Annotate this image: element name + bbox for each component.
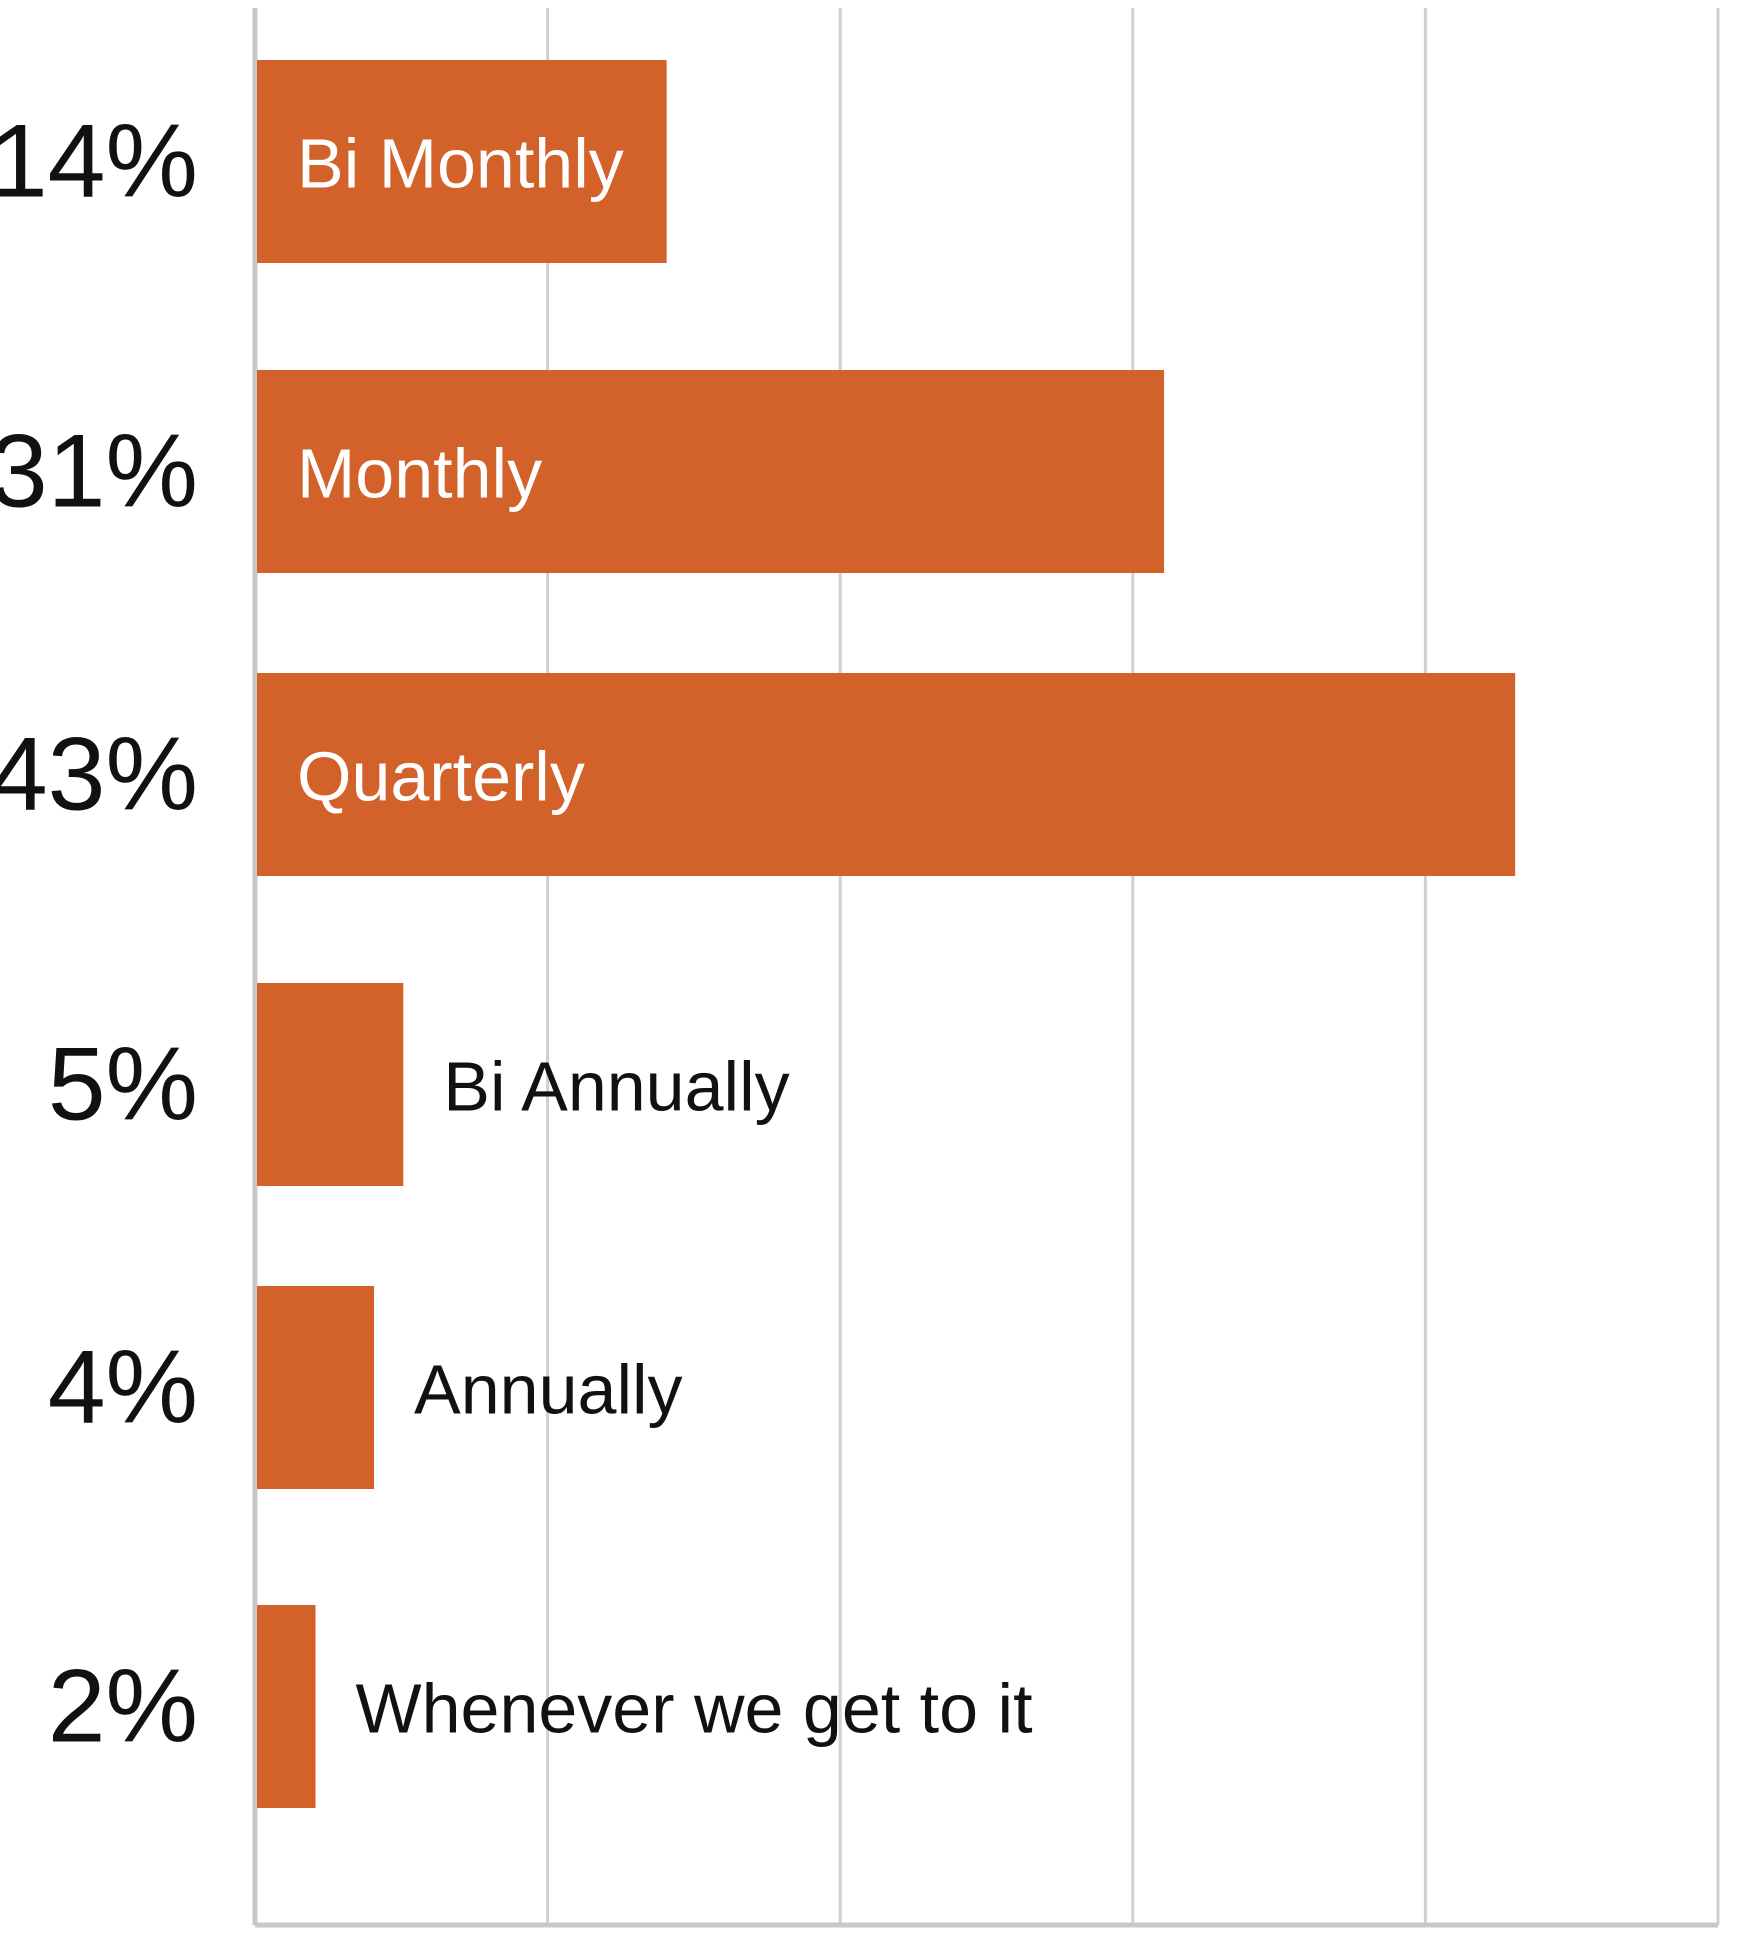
labels: 14% Bi Monthly 31% Monthly 43% Quarterly 5% Bi … — [0, 104, 1033, 1765]
bar — [257, 673, 1516, 876]
value-label: 14% — [0, 104, 198, 220]
category-label: Annually — [414, 1351, 683, 1429]
bar — [257, 1605, 316, 1808]
bars — [257, 60, 1516, 1808]
value-label: 43% — [0, 717, 198, 833]
category-label: Bi Monthly — [297, 125, 624, 203]
bar — [257, 1286, 375, 1489]
gridlines — [252, 8, 1720, 1928]
value-label: 4% — [48, 1330, 198, 1446]
bar — [257, 370, 1165, 573]
value-label: 5% — [48, 1027, 198, 1143]
category-label: Bi Annually — [443, 1048, 789, 1126]
bar — [257, 60, 667, 263]
category-label: Monthly — [297, 435, 542, 513]
category-label: Quarterly — [297, 738, 585, 816]
value-label: 2% — [48, 1649, 198, 1765]
value-label: 31% — [0, 414, 198, 530]
bar — [257, 983, 404, 1186]
category-label: Whenever we get to it — [356, 1670, 1033, 1748]
